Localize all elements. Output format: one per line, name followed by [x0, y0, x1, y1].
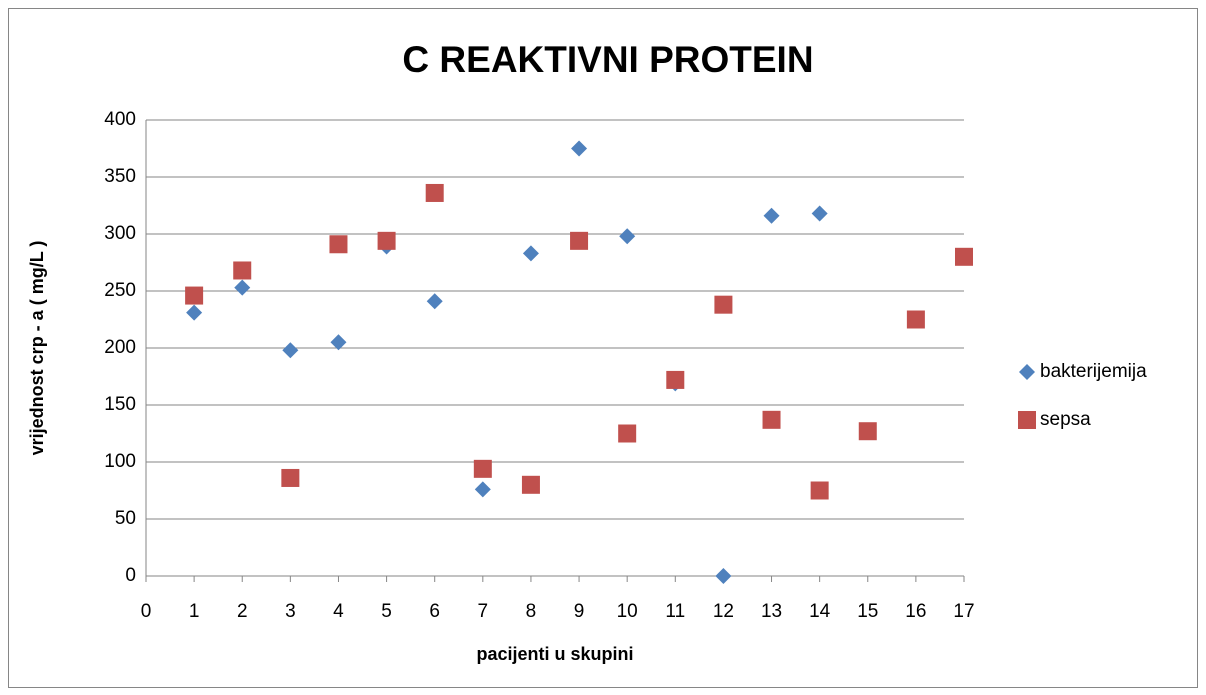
point [234, 279, 251, 296]
y-tick-label: 350 [104, 166, 136, 187]
point [619, 228, 636, 245]
point [618, 424, 637, 443]
y-axis-label: vrijednost crp - a ( mg/L ) [27, 241, 47, 456]
x-tick-label: 3 [285, 601, 296, 622]
legend-label: sepsa [1040, 409, 1091, 430]
point [666, 370, 685, 389]
legend-marker [1018, 411, 1036, 429]
point [281, 468, 300, 487]
x-tick-label: 15 [857, 601, 878, 622]
y-tick-label: 200 [104, 337, 136, 358]
point [233, 261, 252, 280]
point [330, 334, 347, 351]
point [425, 183, 444, 202]
point [955, 247, 973, 266]
x-tick-label: 11 [665, 601, 685, 622]
point [763, 207, 780, 224]
point [522, 245, 539, 262]
point [474, 481, 491, 498]
legend-marker [1019, 364, 1035, 380]
point [570, 231, 589, 250]
x-tick-label: 1 [189, 601, 200, 622]
x-tick-label: 9 [574, 601, 585, 622]
y-tick-label: 150 [104, 394, 136, 415]
x-tick-label: 4 [333, 601, 344, 622]
x-tick-label: 13 [761, 601, 782, 622]
x-tick-label: 2 [237, 601, 248, 622]
point [810, 481, 829, 500]
legend-label: bakterijemija [1040, 361, 1147, 382]
x-tick-label: 16 [905, 601, 926, 622]
point [714, 295, 733, 314]
x-tick-label: 5 [381, 601, 392, 622]
x-tick-label: 7 [478, 601, 489, 622]
point [473, 459, 492, 478]
x-axis-label: pacijenti u skupini [476, 644, 633, 664]
chart-title: C REAKTIVNI PROTEIN [402, 39, 813, 80]
y-tick-label: 400 [104, 109, 136, 130]
point [521, 475, 540, 494]
point [858, 422, 877, 441]
x-tick-label: 6 [429, 601, 440, 622]
point [762, 410, 781, 429]
x-tick-label: 10 [617, 601, 638, 622]
y-tick-label: 50 [115, 508, 136, 529]
x-tick-label: 8 [526, 601, 537, 622]
point [715, 568, 732, 584]
y-tick-label: 250 [104, 280, 136, 301]
x-tick-label: 17 [953, 601, 974, 622]
point [571, 140, 588, 157]
y-tick-label: 300 [104, 223, 136, 244]
point [282, 342, 299, 359]
y-tick-label: 0 [125, 565, 136, 586]
x-tick-label: 14 [809, 601, 831, 622]
point [811, 205, 828, 222]
y-tick-label: 100 [104, 451, 136, 472]
point [185, 286, 204, 305]
x-tick-label: 0 [141, 601, 152, 622]
point [186, 304, 203, 321]
point [377, 231, 396, 250]
x-tick-label: 12 [713, 601, 734, 622]
point [906, 310, 925, 329]
point [329, 235, 348, 254]
point [426, 293, 443, 310]
